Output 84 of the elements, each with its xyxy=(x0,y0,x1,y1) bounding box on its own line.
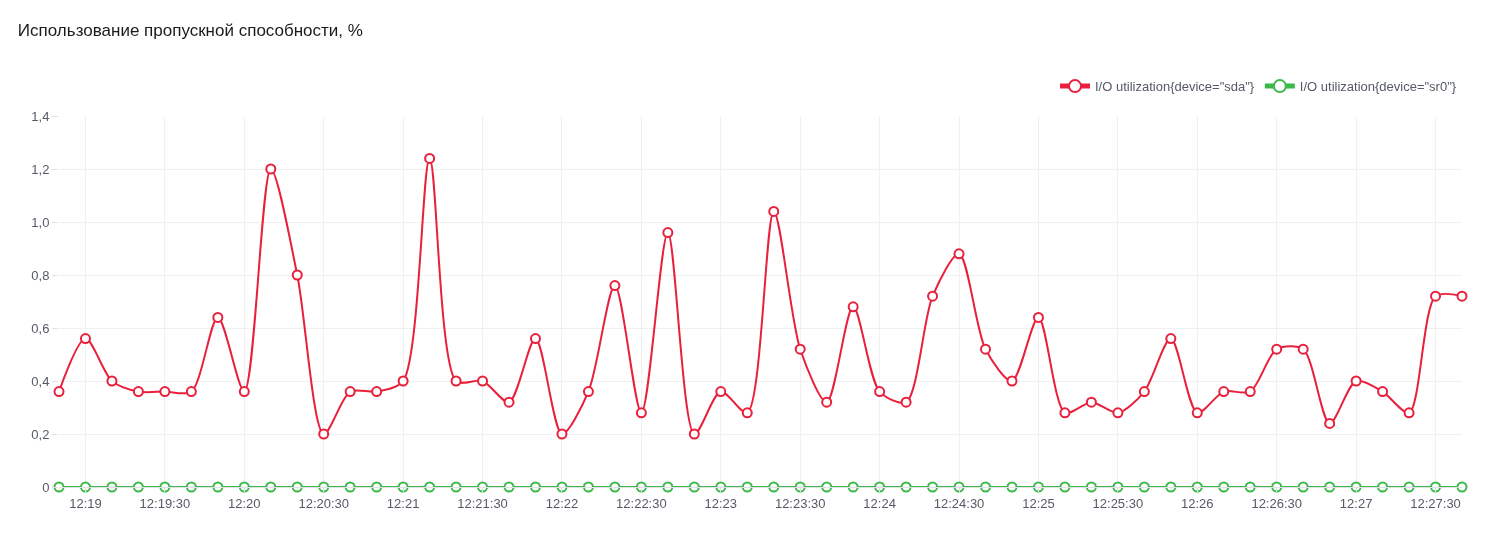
point xyxy=(1006,375,1018,387)
point xyxy=(1350,375,1362,387)
point xyxy=(53,386,65,398)
point xyxy=(953,248,965,260)
point xyxy=(159,386,171,398)
point xyxy=(1456,290,1468,302)
point xyxy=(1165,333,1177,345)
x-tick-label: 12:23 xyxy=(704,495,738,511)
point xyxy=(662,227,674,239)
x-tick-label: 12:20 xyxy=(228,495,261,511)
point xyxy=(900,396,912,408)
point xyxy=(477,375,489,387)
point xyxy=(741,407,753,419)
legend-label: I/O utilization{device="sda"} xyxy=(1095,79,1255,95)
x-tick-label: 12:25 xyxy=(1022,495,1055,511)
y-tick-label: 0,4 xyxy=(31,373,50,389)
point xyxy=(1138,386,1150,398)
point xyxy=(1112,407,1124,419)
x-tick-label: 12:24:30 xyxy=(933,495,985,511)
point xyxy=(450,375,462,387)
point xyxy=(847,301,859,313)
x-tick-label: 12:26 xyxy=(1181,495,1214,511)
x-tick-label: 12:23:30 xyxy=(774,495,826,511)
point xyxy=(291,269,303,281)
x-tick-label: 12:24 xyxy=(863,495,896,511)
point xyxy=(1297,343,1309,355)
point xyxy=(1191,407,1203,419)
y-tick-label: 1,0 xyxy=(31,214,50,230)
point xyxy=(715,386,727,398)
point xyxy=(1377,386,1389,398)
x-tick-label: 12:27:30 xyxy=(1410,495,1461,511)
chart-title: Использование пропускной способности, % xyxy=(17,21,363,41)
point xyxy=(238,386,250,398)
x-tick-label: 12:19 xyxy=(69,495,102,511)
point xyxy=(529,333,541,345)
point xyxy=(106,375,118,387)
y-tick-label: 1,4 xyxy=(31,108,50,124)
y-tick-label: 0 xyxy=(42,479,50,495)
point xyxy=(318,428,330,440)
y-tick-label: 0,6 xyxy=(31,320,50,336)
point xyxy=(185,386,197,398)
x-tick-label: 12:27 xyxy=(1339,495,1373,511)
point xyxy=(794,343,806,355)
point xyxy=(1085,396,1097,408)
point xyxy=(927,290,939,302)
x-tick-label: 12:21 xyxy=(386,495,420,511)
x-tick-label: 12:26:30 xyxy=(1251,495,1302,511)
point xyxy=(265,163,277,175)
point xyxy=(1403,407,1415,419)
point xyxy=(212,311,224,323)
x-tick-label: 12:22:30 xyxy=(616,495,667,511)
point xyxy=(635,407,647,419)
point xyxy=(1244,386,1256,398)
point xyxy=(1324,417,1336,429)
y-tick-label: 0,2 xyxy=(31,426,50,442)
point xyxy=(1271,343,1283,355)
x-tick-label: 12:19:30 xyxy=(139,495,191,511)
point xyxy=(371,386,383,398)
point xyxy=(980,343,992,355)
point xyxy=(344,386,356,398)
point xyxy=(874,386,886,398)
point xyxy=(1059,407,1071,419)
point xyxy=(1218,386,1230,398)
x-tick-label: 12:25:30 xyxy=(1092,495,1144,511)
point xyxy=(1430,290,1442,302)
point xyxy=(821,396,833,408)
point xyxy=(556,428,568,440)
point xyxy=(503,396,515,408)
point xyxy=(1032,311,1044,323)
y-tick-label: 0,8 xyxy=(31,267,50,283)
point xyxy=(582,386,594,398)
x-tick-label: 12:21:30 xyxy=(457,495,508,511)
x-tick-label: 12:22 xyxy=(545,495,579,511)
point xyxy=(768,205,780,217)
point xyxy=(132,386,144,398)
point xyxy=(397,375,409,387)
legend-label: I/O utilization{device="sr0"} xyxy=(1299,79,1457,95)
point xyxy=(424,152,436,164)
point xyxy=(1456,481,1468,493)
point xyxy=(609,280,621,292)
x-tick-label: 12:20:30 xyxy=(298,495,350,511)
y-tick-label: 1,2 xyxy=(31,161,50,177)
point xyxy=(688,428,700,440)
point xyxy=(79,333,91,345)
